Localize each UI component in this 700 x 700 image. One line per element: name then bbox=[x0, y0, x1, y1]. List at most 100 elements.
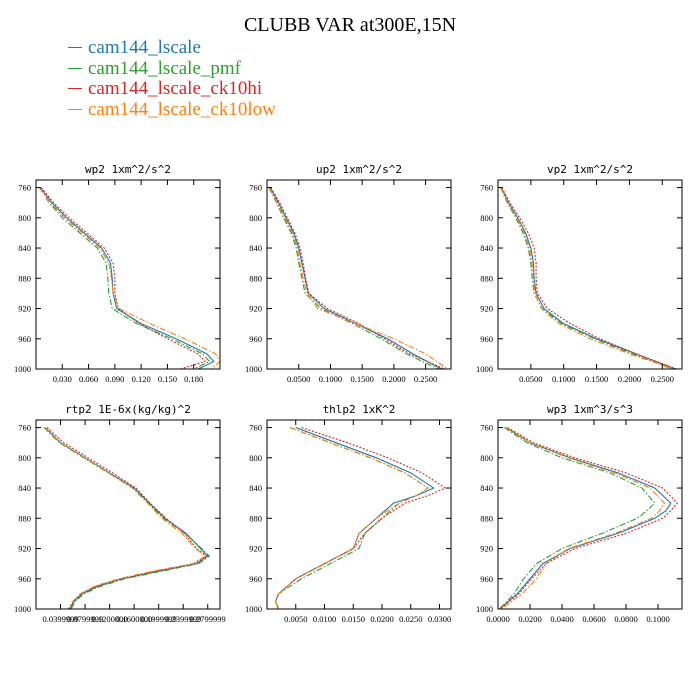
y-tick-label: 920 bbox=[249, 304, 262, 314]
x-tick-label: 0.0200 bbox=[518, 614, 541, 624]
x-tick-label: 0.1500 bbox=[585, 374, 608, 384]
figure-title: CLUBB VAR at300E,15N bbox=[243, 14, 457, 36]
subplot-title: thlp2 1xK^2 bbox=[323, 403, 396, 416]
x-tick-label: 0.060 bbox=[79, 374, 98, 384]
x-tick-label: 0.0200 bbox=[370, 614, 393, 624]
x-tick-label: 0.0400 bbox=[550, 614, 573, 624]
series-line-cam144-lscale-ck10low bbox=[275, 427, 429, 609]
legend-item-cam144-lscale-ck10hi: cam144_lscale_ck10hi bbox=[68, 78, 276, 100]
legend-swatch-cam144-lscale-pmf bbox=[68, 67, 82, 69]
y-tick-label: 840 bbox=[249, 243, 262, 253]
plot-frame bbox=[497, 179, 683, 370]
series-line-cam144-lscale-pmf bbox=[43, 427, 211, 609]
subplot-title: rtp2 1E-6x(kg/kg)^2 bbox=[65, 403, 191, 416]
series-line-cam144-lscale-ck10hi bbox=[501, 187, 677, 369]
y-tick-label: 920 bbox=[480, 304, 493, 314]
y-tick-label: 1000 bbox=[476, 604, 493, 614]
legend-label: cam144_lscale_ck10low bbox=[88, 98, 276, 120]
y-tick-label: 760 bbox=[249, 423, 262, 433]
subplot-title: wp2 1xm^2/s^2 bbox=[85, 163, 171, 176]
y-tick-label: 920 bbox=[18, 304, 31, 314]
y-tick-label: 1000 bbox=[476, 364, 493, 374]
x-tick-label: 0.180 bbox=[184, 374, 203, 384]
x-tick-label: 0.0800 bbox=[614, 614, 637, 624]
series-line-cam144-lscale bbox=[499, 427, 672, 609]
series-line-cam144-lscale-pmf bbox=[275, 427, 429, 609]
y-tick-label: 840 bbox=[480, 483, 493, 493]
x-tick-label: 0.1999999 bbox=[141, 614, 177, 624]
y-tick-label: 840 bbox=[18, 243, 31, 253]
subplot-2: up2 1xm^2/s^2 760 800 840 880 920 960 1000 0.050… bbox=[245, 163, 452, 384]
y-tick-label: 880 bbox=[249, 513, 262, 523]
subplot-4: rtp2 1E-6x(kg/kg)^2 760 800 840 880 920 960 100… bbox=[14, 403, 226, 624]
subplot-title: up2 1xm^2/s^2 bbox=[316, 163, 402, 176]
x-tick-label: 0.0600 bbox=[582, 614, 605, 624]
y-tick-label: 960 bbox=[480, 334, 493, 344]
y-tick-label: 960 bbox=[18, 574, 31, 584]
x-tick-label: 0.0500 bbox=[287, 374, 310, 384]
y-tick-label: 1000 bbox=[14, 364, 31, 374]
legend-item-cam144-lscale-ck10low: cam144_lscale_ck10low bbox=[68, 98, 276, 121]
y-tick-label: 920 bbox=[480, 544, 493, 554]
series-line-cam144-lscale-ck10low bbox=[500, 427, 665, 609]
x-tick-label: 0.2000 bbox=[618, 374, 641, 384]
y-tick-label: 800 bbox=[18, 453, 31, 463]
x-tick-label: 0.1500 bbox=[350, 374, 373, 384]
x-tick-label: 0.2500 bbox=[651, 374, 674, 384]
x-tick-label: 0.2000 bbox=[382, 374, 405, 384]
series-line-cam144-lscale-pmf bbox=[268, 187, 439, 369]
y-tick-label: 880 bbox=[18, 273, 31, 283]
legend-item-cam144-lscale-pmf: cam144_lscale_pmf bbox=[68, 57, 276, 80]
y-tick-label: 960 bbox=[18, 334, 31, 344]
subplot-title: wp3 1xm^3/s^3 bbox=[547, 403, 633, 416]
y-tick-label: 1000 bbox=[245, 364, 262, 374]
series-line-cam144-lscale-ck10hi bbox=[40, 187, 206, 369]
y-tick-label: 880 bbox=[249, 273, 262, 283]
plot-frame bbox=[266, 419, 452, 610]
y-tick-label: 760 bbox=[480, 423, 493, 433]
subplot-title: vp2 1xm^2/s^2 bbox=[547, 163, 633, 176]
series-line-cam144-lscale-ck10low bbox=[39, 187, 220, 369]
subplot-1: wp2 1xm^2/s^2 760 800 840 880 920 960 1000 0.030… bbox=[14, 163, 221, 384]
legend: cam144_lscale cam144_lscale_pmf cam144_l… bbox=[68, 37, 276, 121]
y-tick-label: 760 bbox=[480, 183, 493, 193]
x-tick-label: 0.150 bbox=[158, 374, 177, 384]
plot-frame bbox=[497, 419, 683, 610]
x-tick-label: 0.0799999 bbox=[67, 614, 103, 624]
x-tick-label: 0.1600000 bbox=[116, 614, 152, 624]
y-tick-label: 760 bbox=[18, 183, 31, 193]
legend-item-cam144-lscale: cam144_lscale bbox=[68, 37, 276, 59]
y-tick-label: 1000 bbox=[245, 604, 262, 614]
series-line-cam144-lscale bbox=[44, 427, 209, 609]
x-tick-label: 0.1000 bbox=[646, 614, 669, 624]
subplot-5: thlp2 1xK^2 760 800 840 880 920 960 1000 0.0050 0… bbox=[245, 403, 452, 624]
x-tick-label: 0.2399999 bbox=[165, 614, 201, 624]
y-tick-label: 800 bbox=[249, 213, 262, 223]
x-tick-label: 0.0250 bbox=[399, 614, 422, 624]
x-tick-label: 0.0300 bbox=[428, 614, 451, 624]
series-line-cam144-lscale-ck10low bbox=[269, 187, 449, 369]
legend-swatch-cam144-lscale bbox=[68, 47, 82, 49]
series-line-cam144-lscale-ck10hi bbox=[46, 427, 208, 609]
series-line-cam144-lscale-ck10hi bbox=[499, 427, 678, 609]
y-tick-label: 840 bbox=[18, 483, 31, 493]
x-tick-label: 0.030 bbox=[53, 374, 72, 384]
legend-label: cam144_lscale_pmf bbox=[88, 57, 242, 79]
x-tick-label: 0.120 bbox=[132, 374, 151, 384]
series-line-cam144-lscale-pmf bbox=[499, 427, 656, 609]
plot-frame bbox=[266, 179, 452, 370]
y-tick-label: 1000 bbox=[14, 604, 31, 614]
legend-swatch-cam144-lscale-ck10low bbox=[68, 108, 82, 110]
y-tick-label: 840 bbox=[480, 243, 493, 253]
y-tick-label: 800 bbox=[480, 453, 493, 463]
y-tick-label: 880 bbox=[480, 513, 493, 523]
y-tick-label: 800 bbox=[18, 213, 31, 223]
series-line-cam144-lscale-ck10low bbox=[500, 187, 675, 369]
series-line-cam144-lscale-pmf bbox=[500, 187, 673, 369]
y-tick-label: 960 bbox=[249, 334, 262, 344]
y-tick-label: 960 bbox=[249, 574, 262, 584]
x-tick-label: 0.0150 bbox=[342, 614, 365, 624]
x-tick-label: 0.0399999 bbox=[42, 614, 78, 624]
